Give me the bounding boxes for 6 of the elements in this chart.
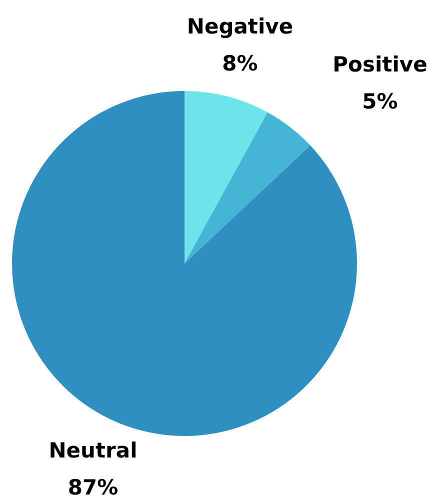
data-label: 87% <box>68 475 118 499</box>
slice-label: Negative <box>186 14 294 38</box>
data-label: 5% <box>362 89 398 114</box>
data-label: 8% <box>222 51 258 76</box>
slice-label: Positive <box>332 52 428 76</box>
slice-label: Neutral <box>48 438 138 462</box>
